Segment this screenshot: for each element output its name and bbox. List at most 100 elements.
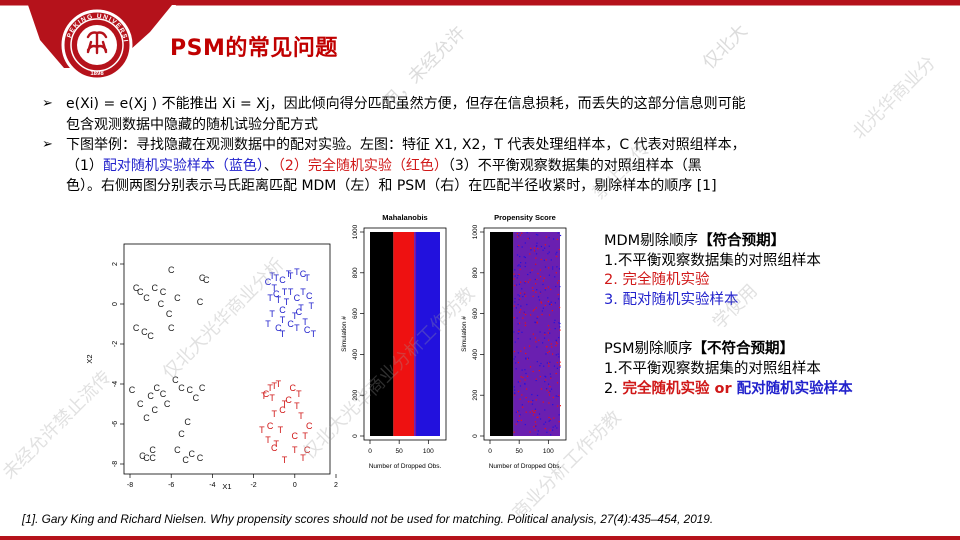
- heatmap-noise: [530, 247, 532, 249]
- heatmap-noise: [532, 295, 534, 297]
- heatmap-noise: [535, 378, 537, 380]
- heatmap-noise: [513, 431, 515, 433]
- heatmap-noise: [548, 339, 550, 341]
- heatmap-noise: [544, 409, 546, 411]
- heatmap-noise: [540, 388, 543, 390]
- heatmap-noise: [549, 390, 551, 392]
- scatter-point: T: [296, 389, 302, 399]
- heatmap-noise: [548, 350, 550, 353]
- scatter-point: C: [271, 443, 278, 453]
- heatmap-noise: [514, 394, 516, 396]
- reference-footnote: [1]. Gary King and Richard Nielsen. Why …: [22, 512, 714, 526]
- mdm-head-text: MDM剔除顺序: [604, 233, 699, 249]
- heatmap-noise: [531, 287, 534, 289]
- heatmap-noise: [518, 264, 520, 266]
- heatmap-noise: [544, 428, 546, 430]
- heatmap-noise: [536, 289, 538, 291]
- x-tick-label: 0: [293, 482, 297, 489]
- heatmap-noise: [556, 266, 558, 268]
- heatmap-noise: [514, 393, 516, 395]
- heatmap-noise: [514, 298, 516, 300]
- heatmap-noise: [518, 244, 520, 247]
- scatter-point: T: [286, 269, 292, 279]
- heatmap-noise: [541, 313, 543, 316]
- heatmap-noise: [517, 420, 519, 423]
- heatmap-noise: [524, 325, 527, 327]
- heatmap-noise: [520, 262, 522, 264]
- heatmap-noise: [516, 277, 518, 279]
- psm-tag: 【不符合预期】: [692, 341, 794, 358]
- scatter-point: T: [298, 303, 304, 313]
- heatmap-noise: [554, 276, 556, 278]
- heatmap-noise: [544, 381, 546, 383]
- heatmap-noise: [556, 251, 558, 253]
- scatter-point: C: [141, 327, 148, 337]
- heatmap-noise: [524, 379, 526, 381]
- heatmap-noise: [529, 431, 531, 433]
- scatter-point: T: [298, 411, 304, 421]
- scatter-x-ticks: -8 -6 -4 -2 0 2: [127, 474, 338, 489]
- scatter-point: C: [263, 389, 270, 399]
- heatmap-noise: [514, 356, 516, 358]
- heatmap-noise: [521, 246, 523, 248]
- heatmap-noise: [524, 322, 526, 324]
- scatter-point: T: [269, 309, 275, 319]
- heatmap-noise: [529, 271, 531, 274]
- heatmap-noise: [549, 332, 551, 334]
- heatmap-noise: [517, 245, 519, 248]
- heatmap-noise: [525, 358, 527, 360]
- heatmap-noise: [524, 369, 526, 371]
- heatmap-noise: [533, 308, 536, 311]
- bullet-1-line-1: e(Xi) = e(Xj ) 不能推出 Xi = Xj，因此倾向得分匹配虽然方便…: [66, 96, 746, 112]
- heatmap-y-label: Simulation #: [461, 316, 468, 352]
- heatmap-noise: [548, 237, 550, 239]
- heatmap-noise: [519, 268, 521, 271]
- heatmap-noise: [517, 352, 519, 354]
- heatmap-noise: [548, 391, 550, 393]
- heatmap-x-label: Number of Dropped Obs.: [369, 463, 442, 470]
- heatmap-noise: [549, 373, 551, 375]
- heatmap-noise: [535, 253, 538, 255]
- black-group-label: （3）不平衡观察数据集的对照组样本（黑: [447, 157, 702, 174]
- psm-item-2: 2. 完全随机实验 or 配对随机实验样本: [604, 380, 853, 400]
- heatmap-noise: [544, 375, 546, 377]
- heatmap-noise: [540, 258, 542, 261]
- scatter-point: C: [273, 289, 280, 299]
- scatter-point: T: [282, 287, 288, 297]
- heatmap-noise: [559, 285, 561, 288]
- heatmap-noise: [520, 376, 522, 378]
- heatmap-noise: [559, 405, 561, 407]
- scatter-point: T: [302, 431, 308, 441]
- heatmap-noise: [519, 309, 522, 311]
- body-text: ➢ e(Xi) = e(Xj ) 不能推出 Xi = Xj，因此倾向得分匹配虽然…: [42, 94, 922, 197]
- heatmap-noise: [539, 292, 541, 294]
- y-tick-label: 0: [112, 302, 119, 306]
- y-tick-label: 2: [112, 262, 119, 266]
- scatter-point: T: [265, 319, 271, 329]
- heatmap-noise: [536, 317, 538, 319]
- heatmap-noise: [550, 303, 553, 306]
- heatmap-noise: [513, 358, 515, 360]
- y-tick-label: -2: [112, 341, 119, 347]
- heatmap-noise: [523, 256, 525, 258]
- scatter-point: C: [203, 275, 210, 285]
- heatmap-noise: [525, 397, 527, 399]
- heatmap-noise: [538, 413, 541, 415]
- heatmap-noise: [531, 269, 533, 271]
- psm-heading: PSM剔除顺序【不符合预期】: [604, 340, 853, 360]
- bullet-2-line-1: 下图举例：寻找隐藏在观测数据中的配对实验。左图：特征 X1, X2，T 代表处理…: [66, 137, 746, 153]
- heatmap-noise: [513, 273, 515, 275]
- heatmap-noise: [552, 238, 555, 240]
- heatmap-noise: [550, 343, 552, 345]
- heatmap-noise: [556, 342, 558, 345]
- heatmap-noise: [521, 369, 523, 371]
- y-tick-label: 800: [472, 267, 479, 278]
- heatmap-noise: [536, 278, 538, 281]
- scatter-point: C: [306, 421, 313, 431]
- heatmap-noise: [557, 293, 559, 296]
- heatmap-noise: [539, 331, 541, 333]
- heatmap-noise: [557, 395, 559, 397]
- heatmap-noise: [514, 284, 516, 287]
- heatmap-noise: [537, 247, 539, 250]
